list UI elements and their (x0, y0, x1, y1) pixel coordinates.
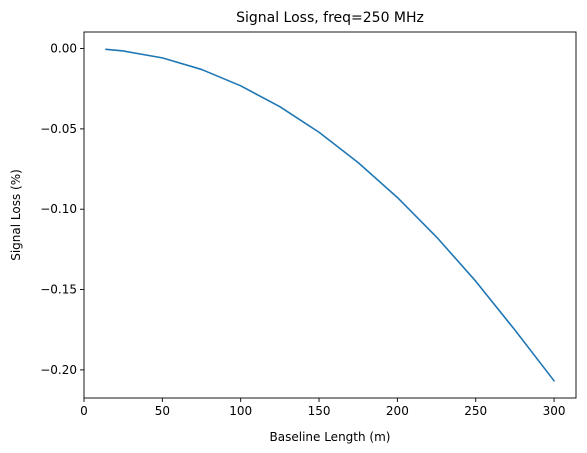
series-line-0 (105, 48, 555, 382)
y-tick-label-1: −0.05 (40, 122, 77, 136)
y-tick-label-3: −0.15 (40, 283, 77, 297)
x-axis-label: Baseline Length (m) (270, 430, 391, 444)
plot-area: 0 50 100 150 200 250 300 0.00 −0.05 −0.10 −0.15 −0.… (40, 31, 577, 418)
x-tick-label-1: 50 (155, 404, 170, 418)
x-tick-label-4: 200 (386, 404, 409, 418)
x-tick-label-0: 0 (80, 404, 88, 418)
axes-frame (83, 31, 577, 399)
x-tick-label-5: 250 (464, 404, 487, 418)
x-tick-label-3: 150 (308, 404, 331, 418)
chart-title: Signal Loss, freq=250 MHz (236, 10, 424, 26)
y-tick-label-0: 0.00 (50, 42, 77, 56)
y-tick-label-4: −0.20 (40, 363, 77, 377)
x-tick-label-2: 100 (229, 404, 252, 418)
y-axis-label: Signal Loss (%) (9, 169, 23, 261)
y-tick-label-2: −0.10 (40, 202, 77, 216)
x-tick-label-6: 300 (543, 404, 566, 418)
